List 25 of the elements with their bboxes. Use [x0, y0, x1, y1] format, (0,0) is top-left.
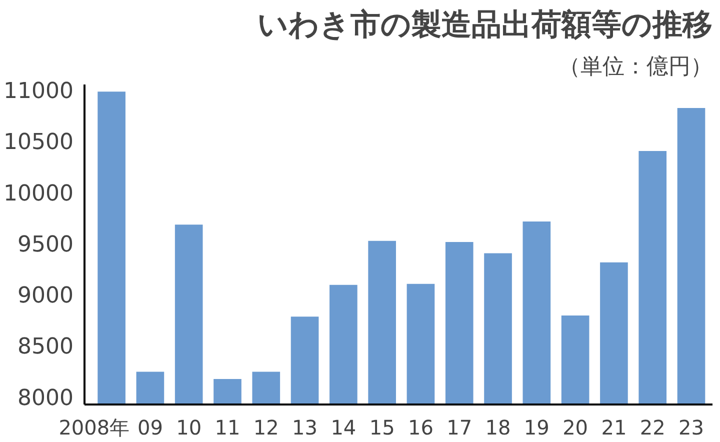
x-tick-label: 15	[369, 416, 395, 440]
x-tick-label: 2008年	[58, 416, 130, 440]
y-tick-label: 8500	[18, 334, 74, 360]
chart-title: いわき市の製造品出荷額等の推移	[258, 8, 712, 42]
x-tick-label: 23	[678, 416, 704, 440]
x-tick-label: 09	[137, 416, 163, 440]
x-tick-label: 16	[408, 416, 434, 440]
x-tick-label: 18	[485, 416, 511, 440]
x-tick-label: 14	[330, 416, 356, 440]
x-tick-label: 12	[253, 416, 279, 440]
text: （単位：億円）	[558, 54, 712, 80]
x-tick-label: 11	[214, 416, 240, 440]
x-tick-label: 10	[176, 416, 202, 440]
y-tick-label: 11000	[4, 79, 74, 104]
y-tick-label: 9000	[18, 284, 74, 309]
x-tick-label: 22	[640, 416, 666, 440]
x-tick-label: 17	[446, 416, 472, 440]
x-tick-label: 21	[601, 416, 627, 440]
y-tick-label: 8000	[18, 386, 74, 411]
x-tick-label: 20	[562, 416, 588, 440]
x-tick-label: 13	[292, 416, 318, 440]
y-tick-label: 10500	[4, 130, 74, 156]
x-tick-label: 19	[524, 416, 550, 440]
y-tick-label: 10000	[4, 181, 74, 206]
y-tick-label: 9500	[18, 232, 74, 258]
